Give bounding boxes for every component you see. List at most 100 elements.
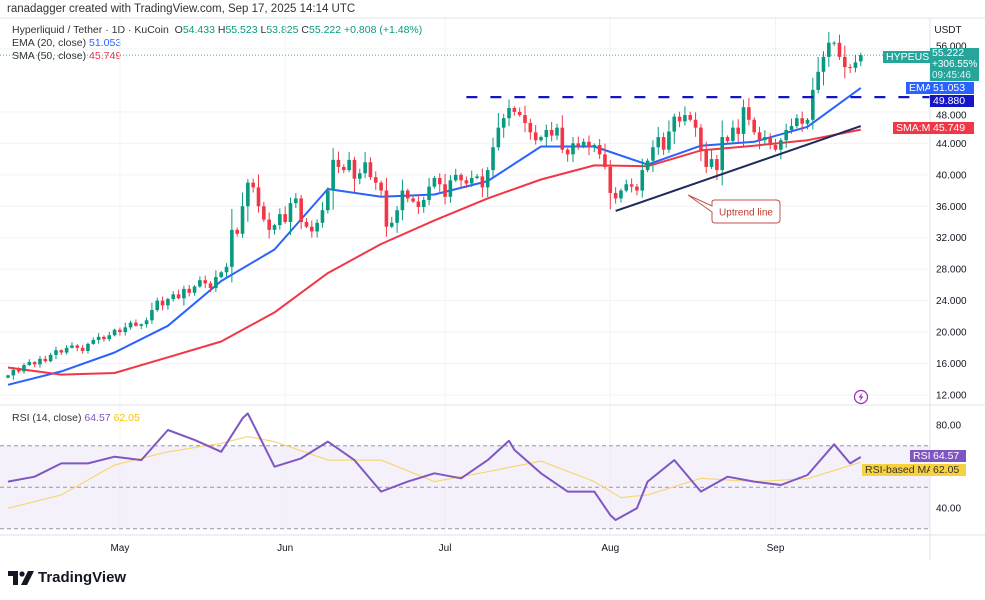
candle xyxy=(784,123,788,148)
candle-body xyxy=(501,118,506,128)
sma-badge-label: SMA:MA xyxy=(893,122,941,134)
candle xyxy=(464,176,469,189)
candle xyxy=(709,150,714,169)
candle-body xyxy=(784,129,788,141)
candle-body xyxy=(203,280,208,284)
candle xyxy=(315,219,319,238)
candle-body xyxy=(677,116,682,122)
candle-body xyxy=(219,272,223,278)
candle-body xyxy=(256,187,261,207)
candle-body xyxy=(656,137,661,148)
candle-body xyxy=(848,67,852,69)
candle-body xyxy=(267,219,271,230)
candle-body xyxy=(757,132,762,141)
candle xyxy=(272,223,277,235)
candle-body xyxy=(832,42,836,44)
candle xyxy=(448,175,453,203)
candle-body xyxy=(22,365,26,372)
candle-body xyxy=(128,322,133,328)
candle-body xyxy=(187,288,192,293)
candle-body xyxy=(341,166,346,171)
high-value: 55.523 xyxy=(225,24,258,36)
candle xyxy=(102,335,106,342)
candle xyxy=(469,170,474,188)
candle xyxy=(389,216,394,229)
candle xyxy=(816,57,820,94)
candle xyxy=(741,99,746,148)
candle-body xyxy=(80,347,85,351)
candle xyxy=(491,137,495,178)
candle-body xyxy=(443,184,447,197)
candle-body xyxy=(629,184,634,187)
candle xyxy=(853,54,858,73)
candle-body xyxy=(166,299,170,306)
rsi-legend-label: RSI (14, close) xyxy=(12,412,82,424)
candle xyxy=(310,220,314,238)
candle xyxy=(48,352,53,363)
ema-badge-value: 51.053 xyxy=(930,82,974,94)
candle-body xyxy=(667,131,671,150)
candle-body xyxy=(640,170,645,191)
candle-body xyxy=(619,190,623,199)
candle-body xyxy=(59,350,64,353)
candle-body xyxy=(507,107,511,119)
sma-legend[interactable]: SMA (50, close) 45.749 xyxy=(12,50,422,63)
tradingview-logo[interactable]: TradingView xyxy=(8,569,126,586)
candle xyxy=(224,263,229,279)
bar-countdown: 09:45:46 xyxy=(932,70,971,81)
candle xyxy=(11,367,16,380)
axes: USDT 56.000 48.000 44.000 40.000 36.000 32.000… xyxy=(0,17,985,560)
symbol-legend: Hyperliquid / Tether · 1D · KuCoin O54.4… xyxy=(12,24,422,37)
candle-body xyxy=(859,55,863,62)
ema-legend-label: EMA (20, close) xyxy=(12,37,87,49)
candle xyxy=(795,114,799,129)
candle xyxy=(107,331,112,342)
candle xyxy=(144,317,149,328)
sma-legend-label: SMA (50, close) xyxy=(12,50,87,62)
candle-body xyxy=(491,147,495,171)
candle xyxy=(43,355,48,363)
candle xyxy=(198,276,202,288)
change-value: +0.808 (+1.48%) xyxy=(344,24,423,36)
low-label: L xyxy=(260,24,267,36)
candle xyxy=(645,158,650,173)
ema-legend[interactable]: EMA (20, close) 51.053 xyxy=(12,37,422,50)
candle xyxy=(837,34,842,60)
candle-body xyxy=(539,137,543,141)
candle-body xyxy=(827,42,831,57)
open-label: O xyxy=(174,24,183,36)
low-value: 53.825 xyxy=(266,24,299,36)
candle-body xyxy=(512,107,517,112)
uptrend-annotation[interactable]: Uptrend line xyxy=(687,194,781,224)
candle-body xyxy=(469,177,474,184)
candle xyxy=(725,135,730,145)
candle-body xyxy=(43,358,48,362)
candle xyxy=(128,320,133,330)
candle-body xyxy=(747,107,751,120)
candle xyxy=(779,137,783,160)
candle xyxy=(112,328,117,337)
candle-body xyxy=(464,180,469,184)
candle-body xyxy=(357,173,362,179)
callout-box xyxy=(687,194,781,224)
candle-body xyxy=(288,203,293,222)
candle-body xyxy=(224,266,229,273)
rsi-tick-label: 80.00 xyxy=(936,421,961,432)
candle-body xyxy=(331,159,335,191)
rsi-ma-badge-value: 62.05 xyxy=(930,464,966,476)
candle-body xyxy=(789,126,794,130)
candle-body xyxy=(485,170,490,188)
rsi-legend[interactable]: RSI (14, close) 64.57 62.05 xyxy=(12,412,140,424)
candle-body xyxy=(352,159,357,179)
close-label: C xyxy=(301,24,309,36)
high-label: H xyxy=(217,24,226,36)
lightning-icon[interactable] xyxy=(853,389,869,405)
callout-text: Uptrend line xyxy=(719,208,773,219)
price-tick-label: 40.000 xyxy=(936,170,967,181)
symbol-title[interactable]: Hyperliquid / Tether · 1D · KuCoin xyxy=(12,24,169,36)
candle-body xyxy=(549,129,554,136)
candle xyxy=(635,183,639,196)
candle-body xyxy=(176,294,181,299)
candle xyxy=(720,120,725,186)
